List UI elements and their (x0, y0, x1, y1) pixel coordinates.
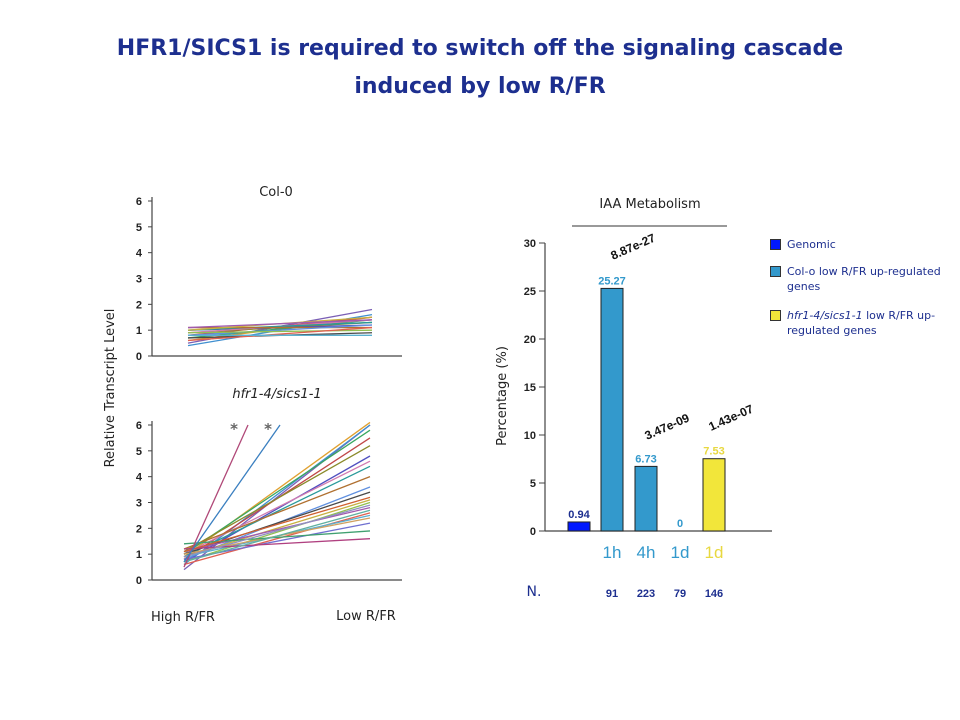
bar-y-tick-label: 20 (524, 334, 536, 346)
bar (634, 465, 658, 532)
col0-chart: 0 1 2 3 4 5 6 (136, 196, 402, 363)
legend-swatch-hfr1 (770, 310, 781, 321)
col0-y-tick-label: 5 (136, 222, 142, 234)
col0-series-line (187, 321, 373, 331)
hfr1-steep-series-line (183, 424, 249, 568)
hfr1-series-line (183, 538, 371, 550)
title-line-1: HFR1/SICS1 is required to switch off the… (116, 36, 844, 61)
n-value-label: 91 (606, 588, 618, 600)
n-value-label: 223 (637, 588, 655, 600)
y-axis-label-left: Relative Transcript Level (103, 309, 118, 468)
legend-swatch-colo (770, 266, 781, 277)
bar-chart-title: IAA Metabolism (599, 197, 700, 212)
legend-label-hfr1-wrap: hfr1-4/sics1-1 low R/FR up-regulated gen… (787, 308, 957, 338)
col0-y-tick-label: 1 (136, 325, 142, 337)
bar (600, 287, 624, 532)
bar-category-label: 4h (637, 543, 656, 562)
title-line-2: induced by low R/FR (354, 74, 606, 99)
hfr1-series-line (183, 507, 371, 553)
hfr1-y-tick-label: 1 (136, 549, 142, 561)
col0-panel-title: Col-0 (259, 185, 293, 200)
hfr1-y-tick-label: 3 (136, 498, 142, 510)
legend-label-hfr1: low R/FR up-regulated genes (787, 309, 936, 337)
bar-y-tick-label: 25 (524, 286, 536, 298)
x-label-low: Low R/FR (336, 609, 396, 624)
pvalue-label: 1.43e-07 (707, 402, 756, 434)
pvalue-label: 8.87e-27 (609, 231, 658, 263)
hfr1-chart: 0 1 2 3 4 5 6 (136, 420, 402, 587)
iaa-bar-chart: 0 5 10 15 20 25 30 0.94 25.27 1h 6.73 4h 0 1d 7.53 1d 8.… (524, 231, 772, 600)
hfr1-series-line (183, 445, 371, 553)
hfr1-series-line (183, 501, 371, 563)
col0-y-tick-label: 0 (136, 351, 142, 363)
hfr1-series-line (183, 530, 371, 545)
bar-category-label: 1h (603, 543, 622, 562)
col0-series-line (187, 326, 373, 342)
col0-y-tick-label: 6 (136, 196, 142, 208)
bar (702, 458, 726, 532)
col0-series-line (187, 324, 373, 336)
bar-y-tick-label: 0 (530, 526, 536, 538)
hfr1-series-line (183, 504, 371, 558)
hfr1-y-tick-label: 6 (136, 420, 142, 432)
hfr1-steep-series-line (183, 424, 281, 563)
hfr1-series-line (183, 476, 371, 550)
bar-y-tick-label: 10 (524, 430, 536, 442)
bar-y-tick-label: 30 (524, 238, 536, 250)
hfr1-series-line (183, 460, 371, 555)
bar-data-label: 0 (677, 518, 683, 530)
n-value-label: 79 (674, 588, 686, 600)
n-label: N. (527, 584, 542, 600)
bar-category-label: 1d (671, 543, 690, 562)
bar-y-tick-label: 5 (530, 478, 536, 490)
col0-series-line (187, 319, 373, 329)
pvalue-label: 3.47e-09 (643, 411, 692, 443)
col0-series-line (187, 329, 373, 334)
hfr1-series-line (183, 424, 371, 571)
hfr1-panel-title: hfr1-4/sics1-1 (232, 387, 321, 402)
hfr1-y-tick-label: 5 (136, 446, 142, 458)
legend-label-genomic: Genomic (787, 238, 836, 251)
bar (567, 521, 591, 532)
legend-label-hfr1-italic: hfr1-4/sics1-1 (787, 309, 863, 322)
hfr1-y-tick-label: 2 (136, 523, 142, 535)
y-axis-label-right: Percentage (%) (495, 346, 510, 446)
hfr1-series-line (183, 496, 371, 553)
hfr1-y-tick-label: 0 (136, 575, 142, 587)
bar-data-label: 7.53 (703, 446, 724, 458)
hfr1-y-tick-label: 4 (136, 472, 143, 484)
bar-data-label: 0.94 (568, 509, 590, 521)
hfr1-series-line (183, 512, 371, 566)
bar-data-label: 25.27 (598, 275, 626, 287)
col0-y-tick-label: 3 (136, 274, 142, 286)
star-annotation-1: * (230, 420, 238, 438)
n-value-label: 146 (705, 588, 723, 600)
bar-y-tick-label: 15 (524, 382, 536, 394)
bar-data-label: 6.73 (635, 453, 656, 465)
legend-swatch-genomic (770, 239, 781, 250)
bar-category-label: 1d (705, 543, 724, 562)
hfr1-series-line (183, 509, 371, 563)
col0-y-tick-label: 2 (136, 299, 142, 311)
star-annotation-2: * (264, 420, 272, 438)
legend-label-colo: Col-o low R/FR up-regulated genes (787, 265, 941, 293)
col0-y-tick-label: 4 (136, 248, 143, 260)
x-label-high: High R/FR (151, 610, 215, 625)
